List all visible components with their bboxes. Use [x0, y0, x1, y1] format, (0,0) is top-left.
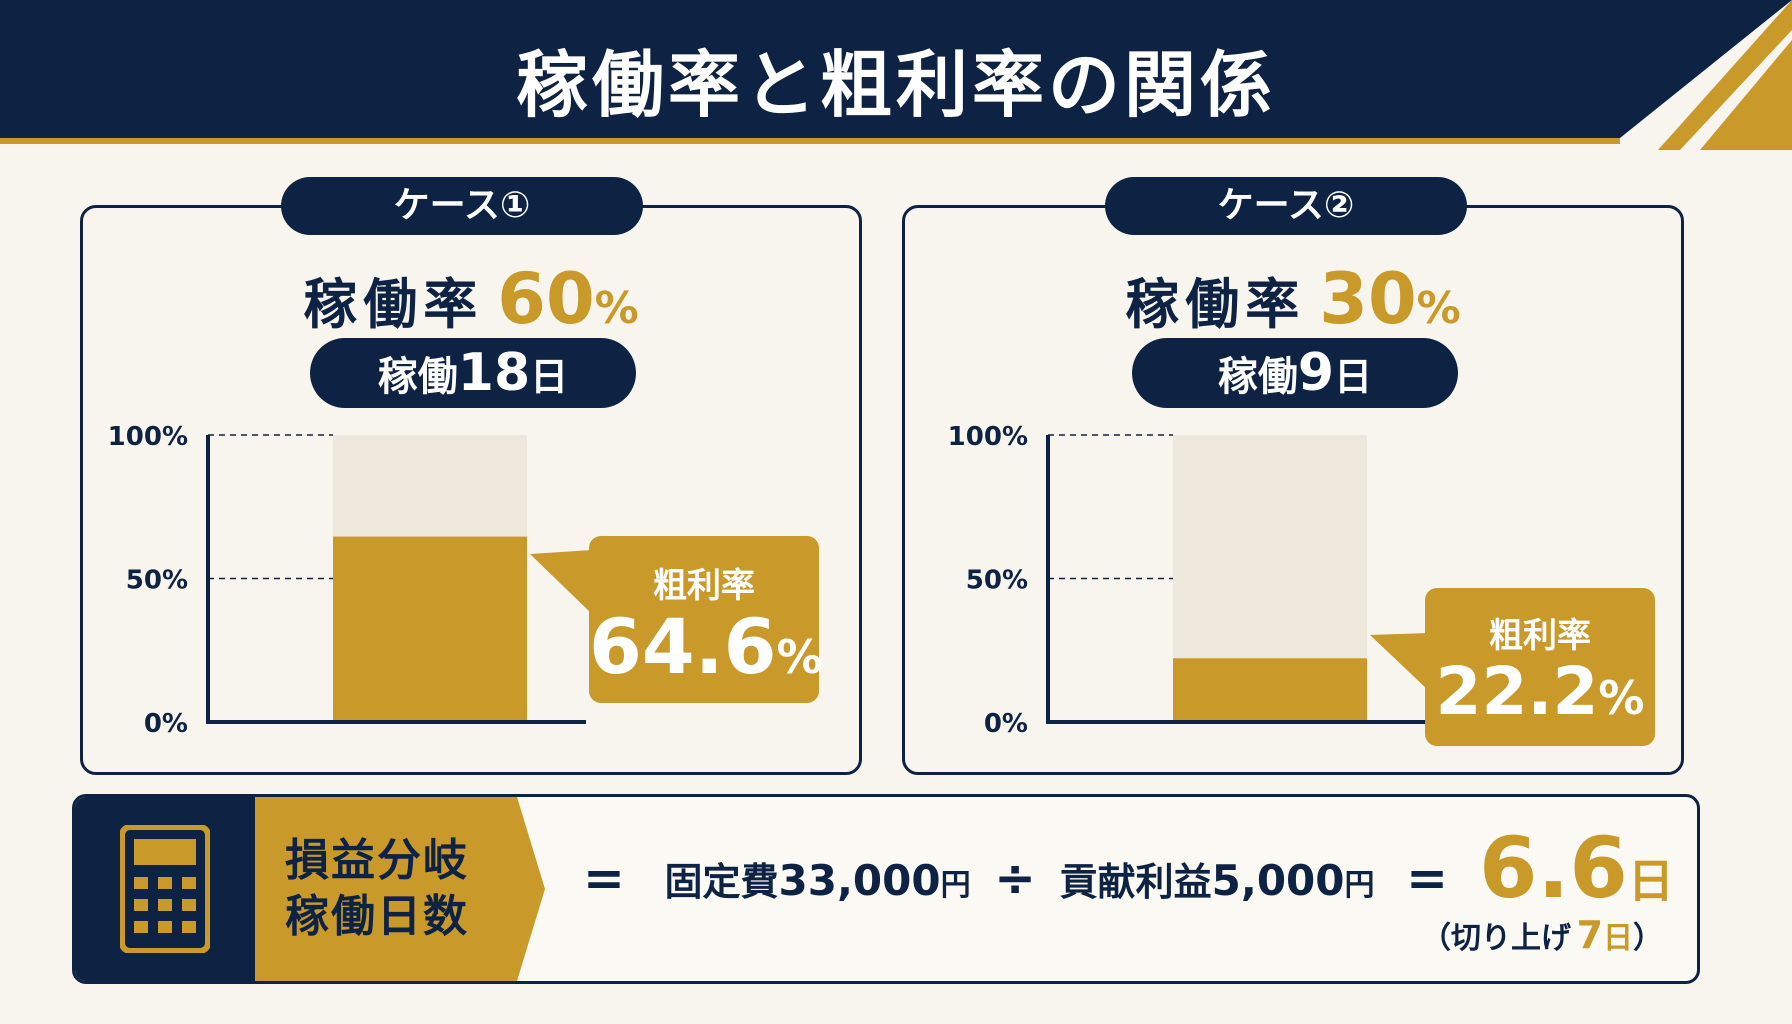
case-1-rate-unit: % [594, 283, 639, 334]
breakeven-label: 損益分岐 稼働日数 [285, 833, 515, 945]
case-2-days-pill: 稼働9日 [1132, 338, 1458, 408]
breakeven-panel: 損益分岐 稼働日数 = 固定費33,000円 ÷ 貢献利益5,000円 = 6.… [72, 794, 1700, 984]
breakeven-label-box [255, 797, 545, 981]
breakeven-formula: = 固定費33,000円 ÷ 貢献利益5,000円 = [583, 849, 1448, 907]
note-suffix: ） [1633, 921, 1664, 956]
y-tick-label: 50% [966, 566, 1028, 596]
y-tick-label: 100% [108, 422, 188, 452]
breakeven-result: 6.6日 [1479, 819, 1674, 917]
case-2-rate: 稼働率 30% [902, 258, 1684, 340]
note-value: 7 [1576, 913, 1604, 957]
header-gold-line [0, 138, 1620, 144]
case-1-margin-value: 64.6 [589, 602, 777, 691]
case-2-margin-label: 粗利率 [1489, 616, 1591, 656]
bar-0 [333, 536, 527, 722]
case-1-days-pill: 稼働18日 [310, 338, 636, 408]
case-2-days-label: 稼働 [1217, 354, 1298, 400]
header-corner-decoration [1658, 0, 1792, 150]
fixed-cost-value: 33,000 [778, 856, 941, 905]
case-1-rate-value: 60 [497, 258, 595, 340]
case-1-days-value: 18 [457, 343, 531, 403]
case-2-margin-callout: 粗利率 22.2% [1425, 588, 1655, 746]
header-banner [0, 0, 1792, 138]
case-1-rate-label: 稼働率 [303, 273, 484, 336]
calculator-icon [120, 825, 210, 953]
y-tick-label: 0% [984, 709, 1028, 735]
case-2-days-unit: 日 [1334, 355, 1373, 399]
case-1-days-label: 稼働 [377, 354, 458, 400]
contribution-unit: 円 [1344, 868, 1375, 903]
case-1-margin-label: 粗利率 [653, 566, 755, 606]
breakeven-result-unit: 日 [1627, 854, 1674, 908]
fixed-cost-label: 固定費 [664, 860, 779, 904]
bar-0 [1173, 658, 1367, 722]
y-tick-label: 50% [126, 566, 188, 596]
case-2-margin-value: 22.2 [1435, 653, 1599, 730]
breakeven-result-value: 6.6 [1479, 819, 1628, 917]
case-2-rate-unit: % [1416, 283, 1461, 334]
case-2-margin-unit: % [1598, 671, 1645, 725]
case-1-chart: 0% 50% 100% [108, 422, 586, 735]
divide-sign: ÷ [994, 849, 1037, 907]
note-unit: 日 [1603, 921, 1634, 956]
contribution-label: 貢献利益 [1059, 860, 1212, 904]
case-2-tag: ケース② [1105, 177, 1467, 235]
breakeven-label-line2: 稼働日数 [285, 891, 469, 942]
note-prefix: （切り上げ [1421, 921, 1571, 956]
equals-sign-1: = [583, 849, 625, 907]
case-1-margin-unit: % [776, 630, 823, 684]
case-2-days-value: 9 [1297, 343, 1335, 403]
page-title: 稼働率と粗利率の関係 [515, 43, 1276, 127]
calculator-box [75, 797, 255, 981]
case-1-days-unit: 日 [530, 355, 569, 399]
case-2-chart: 0% 50% 100% [948, 422, 1426, 735]
case-1-rate: 稼働率 60% [80, 258, 862, 340]
case-2-callout-pointer [1370, 633, 1428, 690]
case-2-rate-label: 稼働率 [1125, 273, 1306, 336]
case-2-rate-value: 30 [1319, 258, 1417, 340]
fixed-cost-unit: 円 [940, 868, 971, 903]
case-1-callout-pointer [530, 550, 592, 614]
case-1-tag: ケース① [281, 177, 643, 235]
breakeven-label-line1: 損益分岐 [285, 835, 469, 886]
contribution-value: 5,000 [1211, 856, 1345, 905]
y-tick-label: 0% [144, 709, 188, 735]
y-tick-label: 100% [948, 422, 1028, 452]
case-1-margin-callout: 粗利率 64.6% [589, 536, 823, 703]
equals-sign-2: = [1406, 849, 1448, 907]
breakeven-note: （切り上げ 7日） [1421, 913, 1663, 957]
